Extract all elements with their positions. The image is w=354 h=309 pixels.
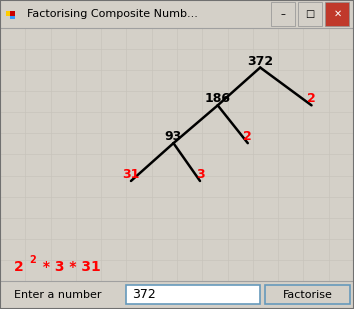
FancyBboxPatch shape: [0, 0, 354, 28]
FancyBboxPatch shape: [10, 14, 15, 19]
Text: 3: 3: [196, 168, 204, 181]
Text: 93: 93: [165, 130, 182, 143]
Text: Enter a number: Enter a number: [14, 290, 102, 300]
Text: ✕: ✕: [333, 9, 341, 19]
Text: 2: 2: [244, 130, 252, 143]
FancyBboxPatch shape: [0, 281, 354, 309]
Text: Factorising Composite Numb...: Factorising Composite Numb...: [27, 9, 198, 19]
Text: 2: 2: [29, 256, 36, 265]
Text: 186: 186: [205, 92, 231, 105]
Text: * 3 * 31: * 3 * 31: [38, 260, 101, 274]
FancyBboxPatch shape: [6, 11, 12, 16]
Text: Factorise: Factorise: [283, 290, 332, 300]
Text: 2: 2: [14, 260, 24, 274]
FancyBboxPatch shape: [325, 2, 349, 26]
Text: 372: 372: [132, 288, 156, 301]
Text: 2: 2: [307, 92, 316, 105]
FancyBboxPatch shape: [298, 2, 322, 26]
Text: –: –: [280, 9, 285, 19]
Text: 31: 31: [122, 168, 140, 181]
FancyBboxPatch shape: [271, 2, 295, 26]
Text: 372: 372: [247, 54, 273, 67]
FancyBboxPatch shape: [265, 285, 350, 304]
Text: □: □: [306, 9, 315, 19]
FancyBboxPatch shape: [10, 11, 15, 16]
FancyBboxPatch shape: [126, 285, 260, 304]
